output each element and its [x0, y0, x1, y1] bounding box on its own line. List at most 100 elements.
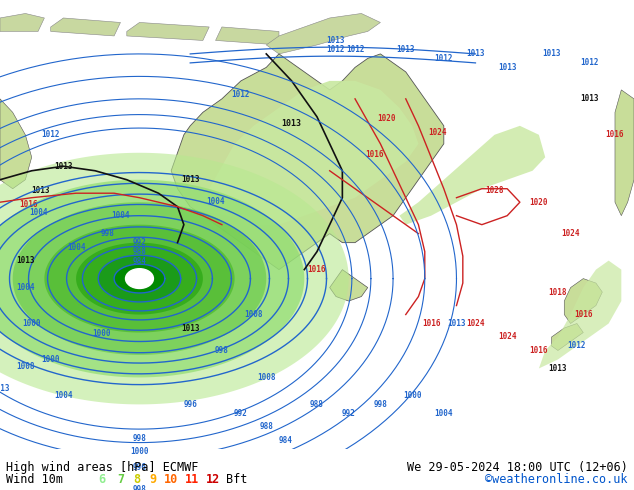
Text: 998: 998: [133, 485, 146, 490]
Text: 998: 998: [101, 229, 115, 238]
Text: 1016: 1016: [605, 130, 624, 139]
Text: 1013: 1013: [447, 319, 466, 328]
Text: 1000: 1000: [22, 319, 41, 328]
Text: 12: 12: [206, 473, 220, 486]
Text: 1020: 1020: [377, 114, 396, 123]
Text: 1016: 1016: [422, 319, 441, 328]
Text: 7: 7: [117, 473, 124, 486]
Text: 1012: 1012: [567, 342, 586, 350]
Text: 1013: 1013: [16, 256, 35, 265]
Text: 992: 992: [342, 409, 356, 418]
Text: 1012: 1012: [434, 54, 453, 63]
Text: 1016: 1016: [574, 310, 593, 319]
Text: 1013: 1013: [498, 63, 517, 72]
Text: 1013: 1013: [466, 49, 485, 58]
Text: 1020: 1020: [529, 197, 548, 207]
Text: 1004: 1004: [16, 283, 35, 292]
Text: 1012: 1012: [41, 130, 60, 139]
Polygon shape: [564, 279, 602, 323]
Polygon shape: [51, 18, 120, 36]
Text: 1013: 1013: [181, 175, 200, 184]
Text: 1000: 1000: [92, 329, 111, 339]
Text: 992: 992: [234, 409, 248, 418]
Text: 1012: 1012: [580, 58, 599, 68]
Text: 996: 996: [133, 463, 146, 472]
Text: 8: 8: [133, 473, 140, 486]
Text: 1024: 1024: [498, 333, 517, 342]
Text: 992: 992: [133, 238, 146, 247]
Text: 1008: 1008: [16, 362, 35, 371]
Text: Bft: Bft: [226, 473, 248, 486]
Text: 1028: 1028: [485, 186, 504, 195]
Text: 1004: 1004: [111, 211, 130, 220]
Text: 1013: 1013: [327, 36, 345, 45]
Text: 1013: 1013: [580, 95, 599, 103]
Text: 10: 10: [164, 473, 178, 486]
Polygon shape: [552, 323, 583, 350]
Text: Wind 10m: Wind 10m: [6, 473, 63, 486]
Text: 11: 11: [185, 473, 199, 486]
Text: 1004: 1004: [67, 243, 86, 252]
Text: 1024: 1024: [561, 229, 580, 238]
Text: 1013: 1013: [181, 323, 200, 333]
Text: 984: 984: [133, 257, 146, 266]
Polygon shape: [0, 180, 304, 377]
Polygon shape: [13, 202, 266, 355]
Text: 1012: 1012: [327, 45, 345, 54]
Text: 1013: 1013: [396, 45, 415, 54]
Text: 998: 998: [215, 346, 229, 355]
Text: 1016: 1016: [19, 200, 37, 209]
Text: 9: 9: [149, 473, 156, 486]
Polygon shape: [44, 225, 235, 333]
Text: 1018: 1018: [548, 288, 567, 296]
Text: 1013: 1013: [548, 364, 567, 373]
Polygon shape: [98, 255, 181, 302]
Text: 1004: 1004: [434, 409, 453, 418]
Text: 1016: 1016: [529, 346, 548, 355]
Text: 1004: 1004: [54, 391, 73, 400]
Text: 1016: 1016: [365, 150, 384, 159]
Text: 1000: 1000: [41, 355, 60, 364]
Text: 988: 988: [310, 400, 324, 409]
Text: 1013: 1013: [0, 384, 10, 393]
Text: 988: 988: [133, 247, 146, 256]
Text: 996: 996: [183, 400, 197, 409]
Polygon shape: [190, 81, 418, 224]
Polygon shape: [0, 14, 44, 31]
Text: 1013: 1013: [281, 119, 302, 128]
Polygon shape: [266, 14, 380, 54]
Text: 1016: 1016: [307, 265, 327, 274]
Text: 998: 998: [133, 434, 146, 442]
Text: 1004: 1004: [29, 208, 48, 217]
Polygon shape: [0, 99, 32, 189]
Polygon shape: [114, 264, 165, 293]
Polygon shape: [127, 23, 209, 41]
Text: High wind areas [hPa] ECMWF: High wind areas [hPa] ECMWF: [6, 461, 198, 474]
Text: 1012: 1012: [346, 45, 365, 54]
Polygon shape: [539, 261, 621, 368]
Polygon shape: [171, 54, 444, 270]
Text: 1013: 1013: [54, 162, 73, 171]
Text: 1000: 1000: [130, 447, 149, 456]
Polygon shape: [330, 270, 368, 301]
Text: 1000: 1000: [403, 391, 422, 400]
Polygon shape: [399, 126, 545, 224]
Text: 6: 6: [98, 473, 105, 486]
Text: 1008: 1008: [257, 373, 276, 382]
Polygon shape: [76, 243, 203, 315]
Polygon shape: [216, 27, 279, 45]
Text: 998: 998: [373, 400, 387, 409]
Circle shape: [126, 269, 153, 289]
Text: 1024: 1024: [428, 128, 447, 137]
Text: 1008: 1008: [244, 310, 263, 319]
Text: We 29-05-2024 18:00 UTC (12+06): We 29-05-2024 18:00 UTC (12+06): [407, 461, 628, 474]
Text: 1013: 1013: [542, 49, 561, 58]
Text: 988: 988: [259, 422, 273, 431]
Polygon shape: [0, 153, 349, 404]
Text: 1012: 1012: [231, 90, 250, 99]
Polygon shape: [615, 90, 634, 216]
Text: 1013: 1013: [32, 186, 50, 195]
Text: 1024: 1024: [466, 319, 485, 328]
Text: 1004: 1004: [206, 197, 225, 206]
Text: 984: 984: [278, 436, 292, 445]
